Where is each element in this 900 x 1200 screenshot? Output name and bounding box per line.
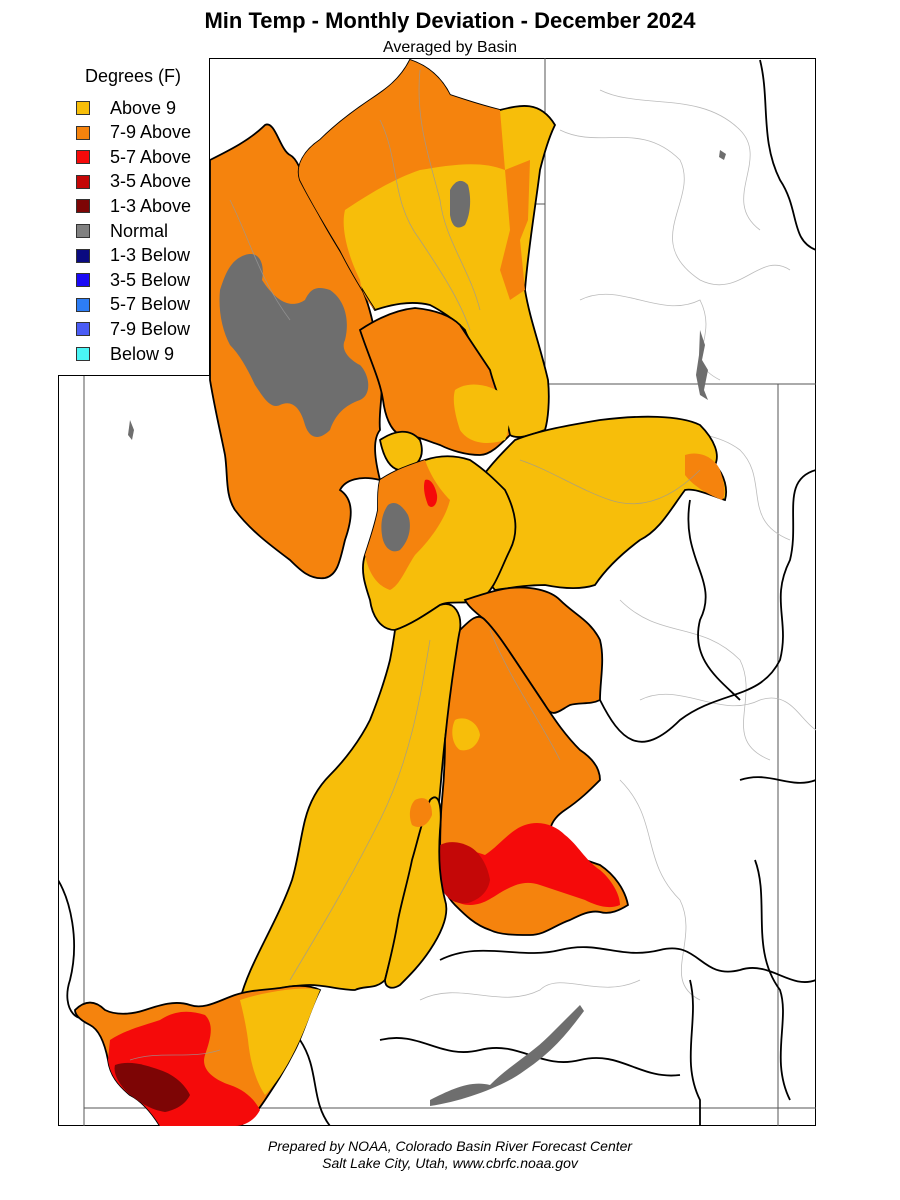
legend-item: 3-5 Above — [76, 171, 191, 193]
north-orange-areas — [298, 60, 530, 310]
fremont-orange — [409, 798, 432, 827]
map-subtitle: Averaged by Basin — [382, 39, 517, 56]
legend-swatch — [76, 347, 90, 361]
legend-label: 7-9 Below — [110, 318, 191, 339]
basin-provo — [378, 430, 423, 472]
southwest-yellow — [240, 988, 320, 1095]
legend-item: Above 9 — [76, 97, 176, 119]
legend-item: Normal — [76, 220, 168, 242]
legend-label: Above 9 — [110, 97, 177, 118]
legend-label: 3-5 Below — [110, 269, 191, 290]
legend-item: 5-7 Below — [76, 294, 190, 316]
legend-item: 7-9 Above — [76, 122, 191, 144]
south-central-dark-red-area — [440, 842, 490, 904]
southwest-dark-area — [114, 1062, 190, 1112]
legend-label: 5-7 Above — [110, 146, 192, 167]
legend-swatch — [76, 297, 90, 312]
credit-line-2: Salt Lake City, Utah, www.cbrfc.noaa.gov — [322, 1155, 578, 1171]
legend-swatch — [76, 224, 90, 238]
legend-label: 7-9 Above — [110, 122, 192, 143]
north-normal-area — [450, 180, 471, 228]
outside-reservoirs — [128, 150, 726, 1106]
gsl-normal-area — [219, 254, 369, 437]
legend-swatch — [76, 273, 90, 288]
basin-rivers — [129, 69, 701, 1061]
legend-swatch — [76, 174, 90, 189]
legend-label: 5-7 Below — [110, 294, 191, 315]
legend-swatch — [76, 322, 90, 337]
legend-swatch — [76, 199, 90, 214]
east-orange-area — [685, 453, 725, 500]
legend-item: 1-3 Above — [76, 195, 191, 217]
legend-item: 1-3 Below — [76, 245, 190, 267]
map-title: Min Temp - Monthly Deviation - December … — [204, 8, 696, 33]
south-central-yellow — [452, 718, 480, 751]
credit-line-1: Prepared by NOAA, Colorado Basin River F… — [267, 1138, 633, 1154]
legend-label: Normal — [110, 220, 169, 241]
legend-title: Degrees (F) — [84, 66, 182, 86]
legend-label: 3-5 Above — [110, 171, 192, 192]
legend: Degrees (F) Above 9 7-9 Above 5-7 Above 3-5… — [58, 58, 210, 376]
utah-lake-normal — [381, 503, 410, 552]
basin-fremont — [384, 796, 448, 989]
legend-item: 5-7 Above — [76, 146, 191, 168]
central-north-yellow — [453, 384, 509, 443]
central-red-area — [424, 479, 438, 507]
legend-label: Below 9 — [110, 343, 175, 364]
legend-label: 1-3 Above — [110, 195, 192, 216]
legend-swatch — [76, 125, 90, 140]
legend-swatch — [76, 101, 90, 115]
legend-item: Below 9 — [76, 343, 174, 365]
legend-swatch — [76, 150, 90, 165]
legend-label: 1-3 Below — [110, 245, 191, 266]
legend-item: 3-5 Below — [76, 269, 190, 291]
legend-item: 7-9 Below — [76, 318, 190, 340]
basin-map — [58, 58, 816, 1126]
legend-swatch — [76, 248, 90, 263]
